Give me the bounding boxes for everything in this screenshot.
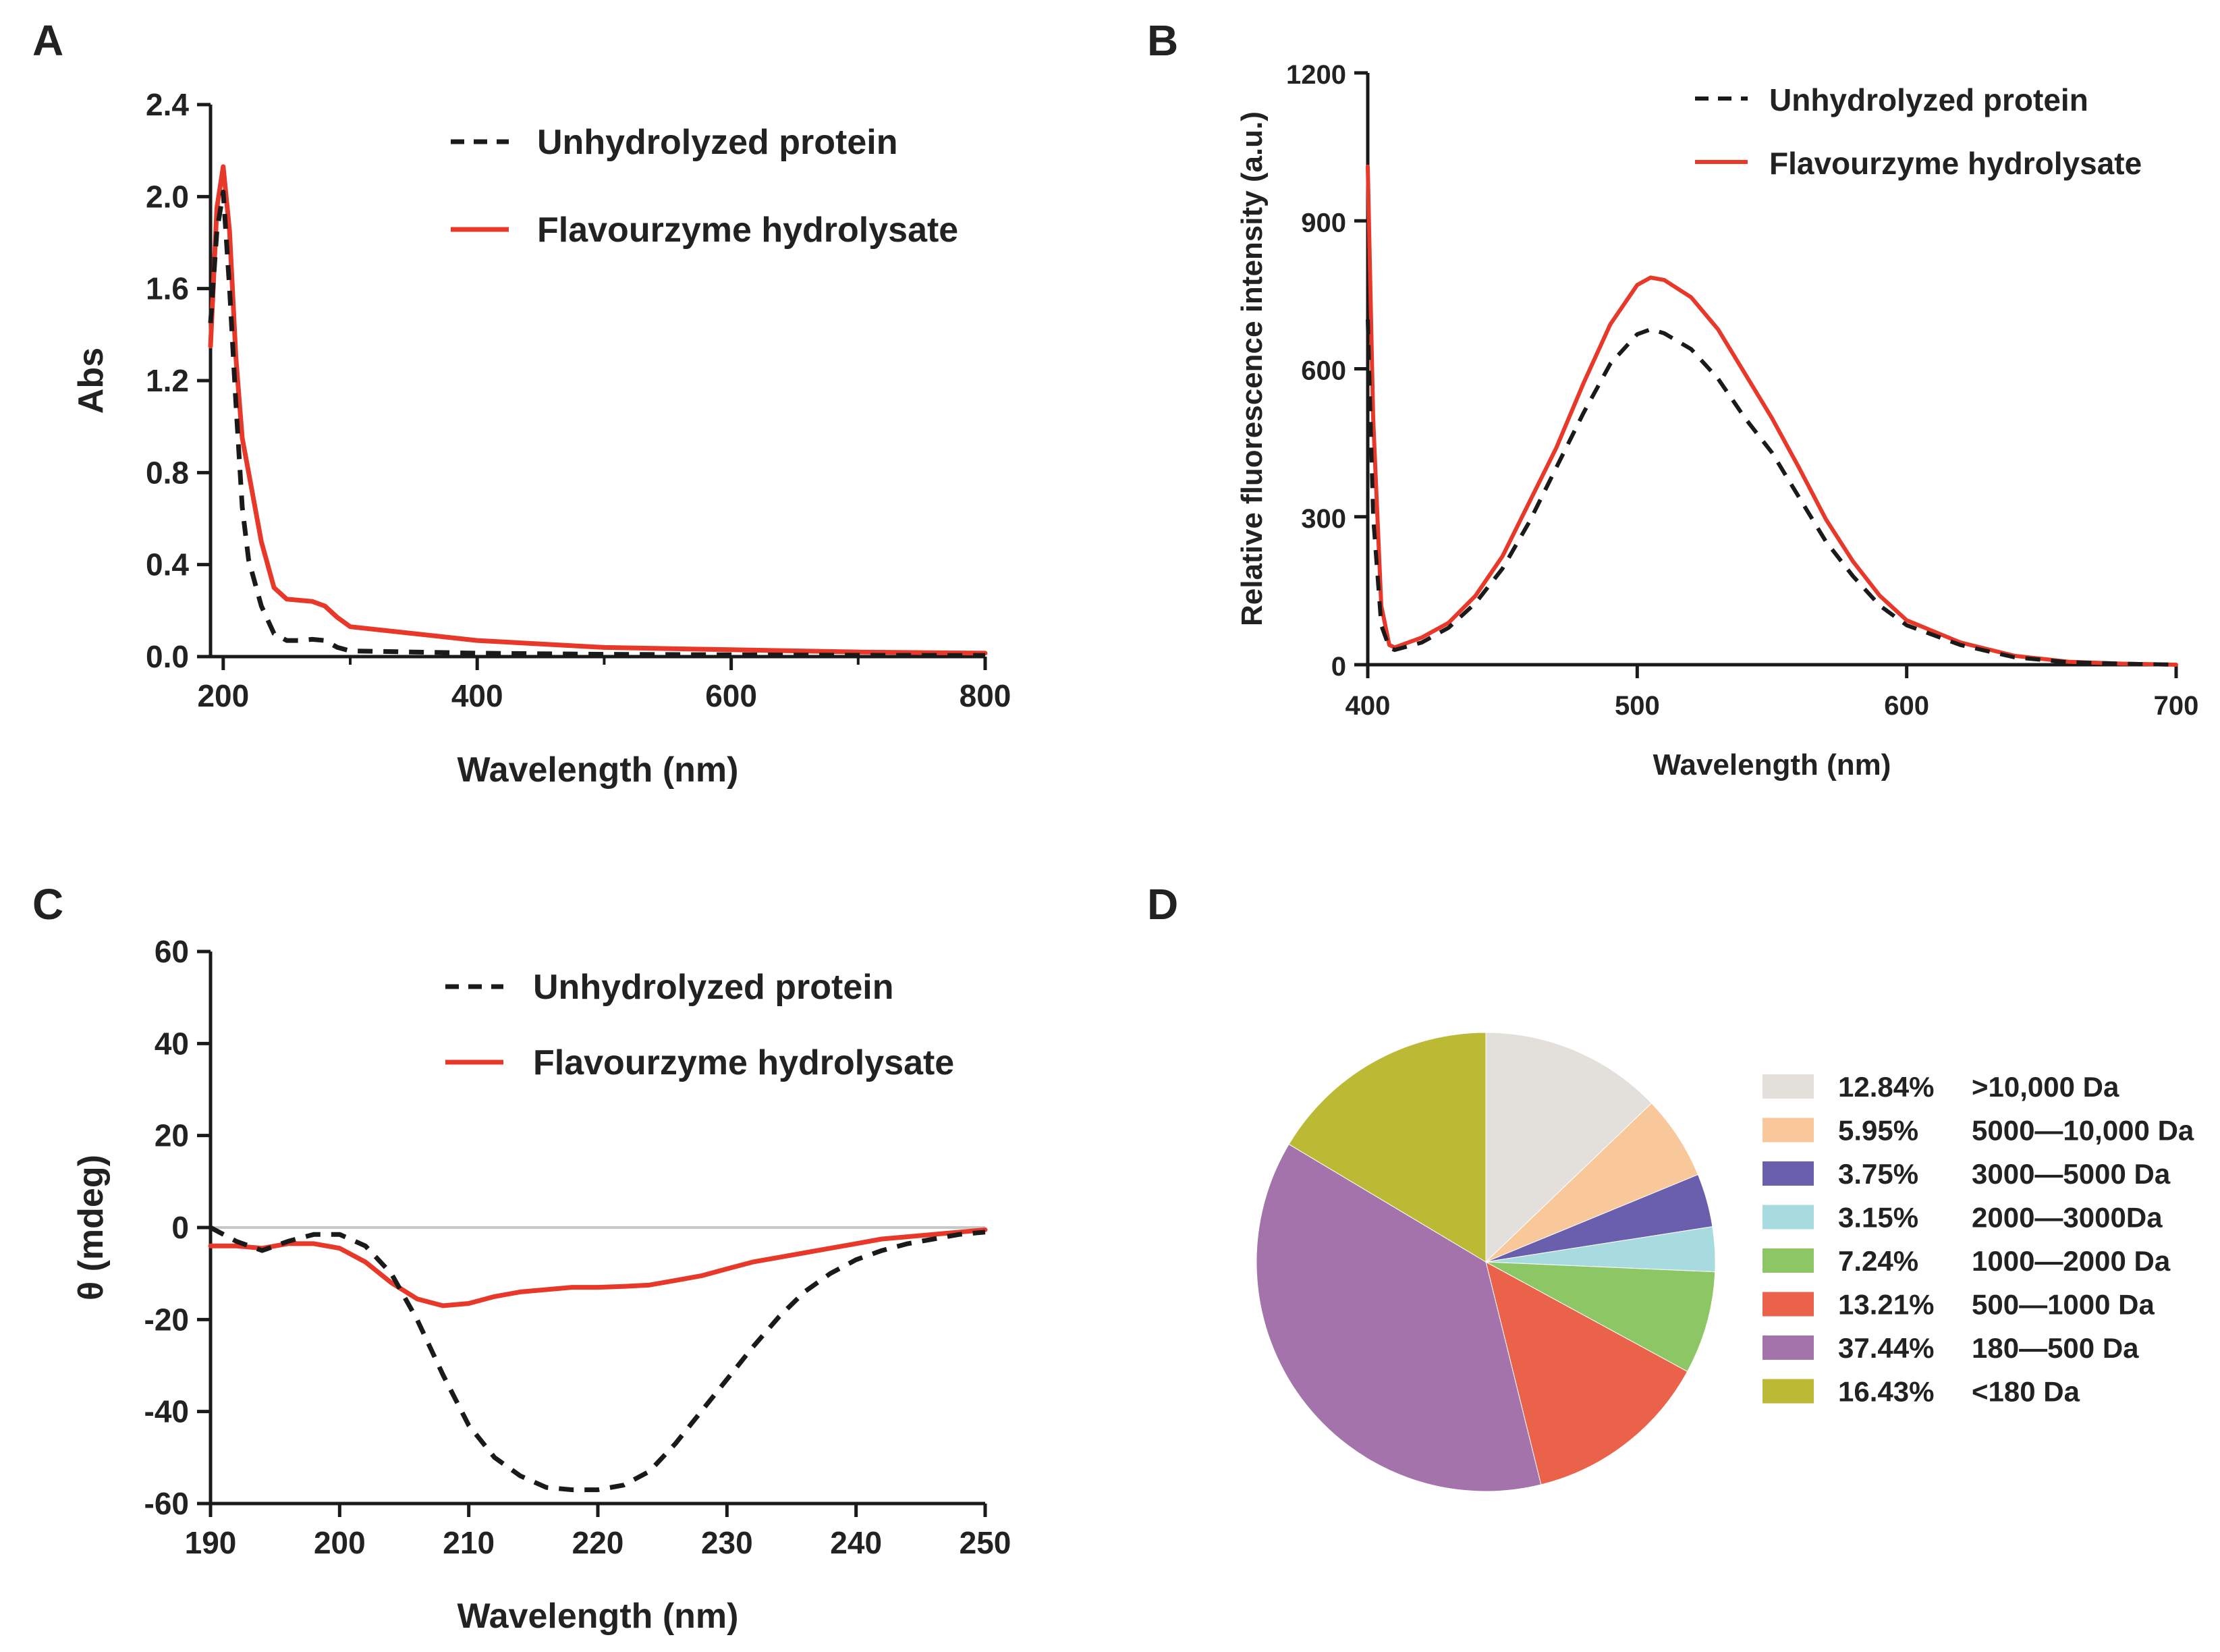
panel-c-y-tick-label: -20	[144, 1302, 189, 1337]
panel-label-c: C	[32, 880, 63, 929]
pie-slice	[1485, 1261, 1716, 1373]
pie-legend-percent: 7.24%	[1838, 1245, 1918, 1277]
panel-a-x-axis-title: Wavelength (nm)	[457, 750, 739, 790]
panel-c-y-tick-label: 40	[155, 1026, 189, 1061]
pie-legend-label: 3000—5000 Da	[1972, 1158, 2171, 1190]
panel-c-legend-label: Flavourzyme hydrolysate	[533, 1043, 954, 1082]
panel-c-x-tick-label: 240	[830, 1525, 882, 1560]
pie-legend-percent: 3.15%	[1838, 1202, 1918, 1234]
panel-a-y-tick-label: 0.4	[146, 547, 189, 582]
panel-c-x-tick-label: 190	[185, 1525, 237, 1560]
pie-legend-swatch	[1763, 1292, 1814, 1317]
panel-label-d: D	[1147, 880, 1178, 929]
panel-c-x-tick-label: 220	[572, 1525, 624, 1560]
panel-c-x-tick-label: 200	[314, 1525, 366, 1560]
panel-b-series-flavourzyme-line	[1366, 164, 2178, 667]
pie-legend-percent: 13.21%	[1838, 1289, 1934, 1321]
pie-legend-label: 2000—3000Da	[1972, 1202, 2163, 1234]
pie-slice	[1485, 1032, 1653, 1263]
panel-b-x-tick-label: 500	[1615, 691, 1660, 721]
panel-a-y-tick-label: 0.8	[146, 455, 189, 490]
panel-a-y-tick-label: 0.0	[146, 639, 189, 674]
pie-legend-percent: 3.75%	[1838, 1158, 1918, 1190]
pie-legend-swatch	[1763, 1205, 1814, 1230]
pie-legend-label: 500—1000 Da	[1972, 1289, 2155, 1321]
pie-legend-label: 1000—2000 Da	[1972, 1245, 2171, 1277]
pie-legend-swatch	[1763, 1336, 1814, 1360]
panel-a-series-flavourzyme-line	[208, 164, 988, 656]
pie-legend-swatch	[1763, 1161, 1814, 1186]
panel-c-series-unhydrolyzed-line	[209, 1225, 986, 1493]
panel-b-legend-label: Flavourzyme hydrolysate	[1769, 146, 2142, 181]
panel-a-y-tick-label: 2.4	[146, 87, 189, 122]
panel-a-y-tick-label: 1.6	[146, 271, 189, 306]
panel-c-y-tick-label: -60	[144, 1486, 189, 1521]
panel-a-x-tick-label: 800	[960, 678, 1011, 713]
pie-slice	[1485, 1103, 1699, 1263]
panel-c-x-axis-title: Wavelength (nm)	[457, 1597, 739, 1636]
panel-a-y-axis-title: Abs	[72, 348, 111, 414]
pie-legend-percent: 16.43%	[1838, 1376, 1934, 1408]
pie-legend-label: >10,000 Da	[1972, 1071, 2119, 1103]
panel-c-x-tick-label: 250	[960, 1525, 1011, 1560]
panel-c-y-tick-label: -40	[144, 1394, 189, 1429]
panel-c-legend-label: Unhydrolyzed protein	[533, 968, 893, 1007]
panel-label-a: A	[32, 16, 63, 65]
panel-b-series-unhydrolyzed-line	[1366, 319, 2177, 667]
panel-c-x-tick-label: 210	[443, 1525, 495, 1560]
panel-c-y-tick-label: 60	[155, 934, 189, 969]
pie-legend-swatch	[1763, 1074, 1814, 1099]
pie-legend-percent: 37.44%	[1838, 1332, 1934, 1364]
panel-b-y-tick-label: 600	[1301, 356, 1346, 386]
panel-b-y-tick-label: 900	[1301, 208, 1346, 238]
panel-b-x-tick-label: 600	[1884, 691, 1929, 721]
pie-slice	[1256, 1143, 1542, 1492]
panel-b-y-axis-title: Relative fluorescence intensity (a.u.)	[1236, 111, 1269, 626]
panel-a-legend-label: Unhydrolyzed protein	[537, 123, 897, 162]
panel-b-y-tick-label: 1200	[1286, 60, 1346, 90]
panel-b-y-tick-label: 0	[1331, 652, 1346, 682]
pie-slice	[1485, 1261, 1688, 1485]
panel-a-x-tick-label: 200	[197, 678, 249, 713]
pie-legend-percent: 5.95%	[1838, 1115, 1918, 1147]
panel-a-y-tick-label: 2.0	[146, 179, 189, 214]
panel-b-x-tick-label: 700	[2154, 691, 2199, 721]
panel-c-series-flavourzyme-line	[208, 1227, 988, 1309]
panel-c-y-axis-title: θ (mdeg)	[72, 1155, 111, 1300]
panel-c-x-tick-label: 230	[701, 1525, 753, 1560]
panel-b-legend-label: Unhydrolyzed protein	[1769, 82, 2088, 117]
panel-a-x-tick-label: 400	[451, 678, 503, 713]
panel-a-y-tick-label: 1.2	[146, 363, 189, 398]
pie-legend-label: 180—500 Da	[1972, 1332, 2139, 1364]
panel-b-x-axis-title: Wavelength (nm)	[1653, 748, 1891, 781]
pie-legend-label: <180 Da	[1972, 1376, 2080, 1408]
pie-legend-label: 5000—10,000 Da	[1972, 1115, 2194, 1147]
pie-legend-swatch	[1763, 1248, 1814, 1273]
pie-legend-swatch	[1763, 1379, 1814, 1404]
panel-a-x-tick-label: 600	[705, 678, 757, 713]
panel-c-y-tick-label: 0	[171, 1210, 189, 1245]
panel-c-y-tick-label: 20	[155, 1118, 189, 1153]
panel-label-b: B	[1147, 16, 1178, 65]
pie-legend-swatch	[1763, 1118, 1814, 1142]
panel-b-y-tick-label: 300	[1301, 504, 1346, 534]
panel-a-legend-label: Flavourzyme hydrolysate	[537, 211, 958, 250]
pie-legend-percent: 12.84%	[1838, 1071, 1934, 1103]
panel-a-series-unhydrolyzed-line	[208, 190, 986, 658]
panel-b-x-tick-label: 400	[1345, 691, 1391, 721]
pie-slice	[1288, 1032, 1487, 1263]
